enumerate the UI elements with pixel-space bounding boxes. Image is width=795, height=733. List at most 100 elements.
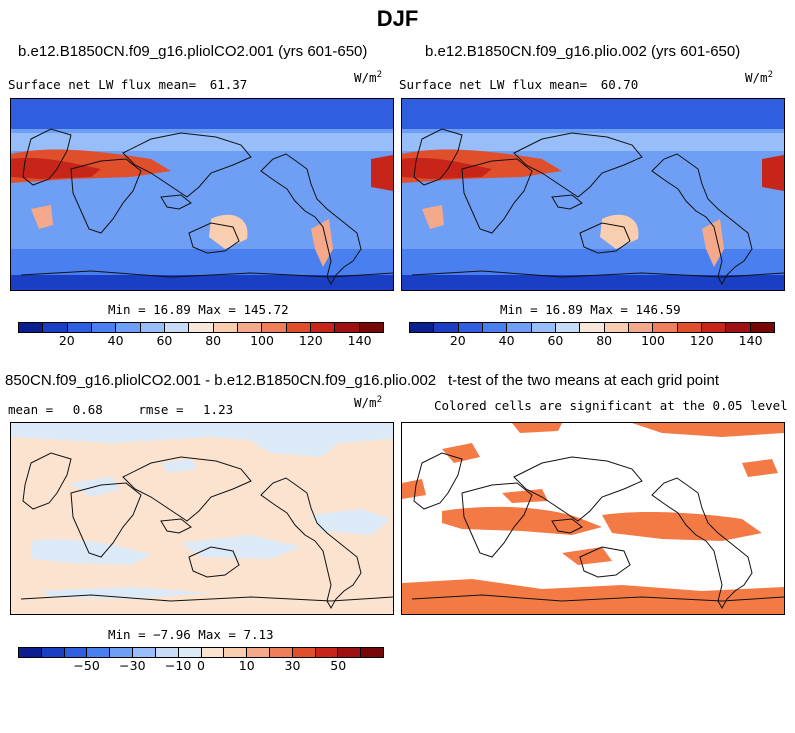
colorbar-tick-label: 10 bbox=[238, 658, 255, 673]
colorbar-swatch bbox=[315, 648, 339, 657]
colorbar-swatch bbox=[726, 323, 751, 332]
colorbar-swatch bbox=[750, 323, 774, 332]
south-america-field bbox=[702, 219, 724, 267]
coastline bbox=[579, 222, 631, 254]
colorbar-tick-label: −50 bbox=[73, 658, 100, 673]
colorbar-tick-label: 20 bbox=[449, 333, 466, 348]
coastline bbox=[70, 482, 142, 558]
coastline bbox=[413, 128, 463, 186]
coastline bbox=[551, 518, 583, 534]
coastline bbox=[651, 153, 753, 286]
midlat-field bbox=[11, 133, 393, 151]
colorbar-swatch bbox=[262, 323, 287, 332]
colorbar-tick-label: 40 bbox=[498, 333, 515, 348]
coastline bbox=[260, 477, 362, 610]
significant-cells bbox=[562, 547, 612, 565]
panel-b-colorbar-ticks: 20 40 60 80 100 120 140 bbox=[409, 333, 775, 348]
sahara-core-field bbox=[11, 157, 101, 179]
significant-cells bbox=[502, 489, 548, 503]
colorbar-swatch bbox=[269, 648, 293, 657]
panel-d-map-svg bbox=[402, 423, 784, 614]
colorbar-swatch bbox=[361, 648, 383, 657]
colorbar-swatch bbox=[677, 323, 702, 332]
colorbar-swatch bbox=[335, 323, 360, 332]
significant-cells bbox=[442, 506, 602, 535]
coastline bbox=[461, 158, 533, 234]
significant-cells bbox=[402, 579, 784, 614]
antarctic-field bbox=[402, 275, 784, 290]
panel-c-mean-label: mean = bbox=[8, 402, 54, 417]
colorbar-swatch bbox=[310, 323, 336, 332]
colorbar-tick-label: 140 bbox=[738, 333, 763, 348]
panel-a-colorbar: 20 40 60 80 100 120 140 bbox=[18, 322, 384, 348]
arctic-field bbox=[402, 99, 784, 129]
colorbar-swatch bbox=[91, 323, 117, 332]
coastline bbox=[513, 132, 643, 198]
colorbar-swatch bbox=[155, 648, 179, 657]
diff-negative-field bbox=[311, 509, 391, 535]
arctic-field bbox=[11, 99, 393, 129]
east-desert-field bbox=[371, 155, 393, 191]
colorbar-tick-label: 140 bbox=[347, 333, 372, 348]
panel-a-colorbar-ticks: 20 40 60 80 100 120 140 bbox=[18, 333, 384, 348]
significant-cells bbox=[402, 479, 426, 499]
colorbar-swatch bbox=[555, 323, 581, 332]
coastline bbox=[122, 456, 252, 522]
colorbar-swatch bbox=[116, 323, 141, 332]
coastline bbox=[411, 270, 784, 278]
colorbar-tick-label: 30 bbox=[284, 658, 301, 673]
panel-a-units-exp: 2 bbox=[376, 70, 382, 80]
coastline bbox=[579, 546, 631, 578]
colorbar-swatch bbox=[482, 323, 508, 332]
colorbar-swatch bbox=[110, 648, 134, 657]
panel-d-subtitle: Colored cells are significant at the 0.0… bbox=[434, 398, 788, 413]
diff-negative-field bbox=[241, 431, 341, 457]
colorbar-swatch bbox=[580, 323, 605, 332]
diff-negative-field bbox=[31, 539, 151, 565]
colorbar-swatch bbox=[628, 323, 654, 332]
colorbar-swatch bbox=[247, 648, 270, 657]
coastline bbox=[20, 270, 393, 278]
colorbar-swatch bbox=[64, 648, 88, 657]
colorbar-swatch bbox=[178, 648, 202, 657]
colorbar-tick-label: 60 bbox=[156, 333, 173, 348]
colorbar-swatch bbox=[140, 323, 165, 332]
colorbar-swatch bbox=[133, 648, 156, 657]
colorbar-swatch bbox=[164, 323, 190, 332]
coastline bbox=[188, 222, 240, 254]
diff-negative-field bbox=[181, 535, 301, 559]
colorbar-swatch bbox=[87, 648, 111, 657]
panel-a-map bbox=[10, 98, 394, 291]
coastline bbox=[122, 132, 252, 198]
panel-c-map bbox=[10, 422, 394, 615]
colorbar-swatch bbox=[237, 323, 263, 332]
coastline bbox=[260, 153, 362, 286]
colorbar-tick-label: −10 bbox=[164, 658, 192, 673]
colorbar-swatch bbox=[41, 648, 65, 657]
colorbar-swatch bbox=[458, 323, 483, 332]
australia-field bbox=[600, 214, 639, 249]
significant-cells bbox=[442, 443, 480, 463]
panel-b-map-svg bbox=[402, 99, 784, 290]
panel-b-map bbox=[401, 98, 785, 291]
panel-c-colorbar: −50 −30 −10 0 10 30 50 bbox=[18, 647, 384, 673]
colorbar-tick-label: 80 bbox=[596, 333, 613, 348]
colorbar-tick-label: 40 bbox=[107, 333, 124, 348]
panel-a-title: b.e12.B1850CN.f09_g16.pliolCO2.001 (yrs … bbox=[18, 43, 368, 60]
panel-b-title: b.e12.B1850CN.f09_g16.plio.002 (yrs 601-… bbox=[425, 43, 741, 60]
significant-cells bbox=[632, 423, 784, 437]
panel-a-units-base: W/m bbox=[354, 70, 377, 86]
panel-b-stat: Surface net LW flux mean= 60.70 bbox=[399, 77, 638, 92]
coastline bbox=[413, 452, 463, 510]
colorbar-swatch bbox=[201, 648, 225, 657]
colorbar-swatch bbox=[189, 323, 214, 332]
panel-d-title: t-test of the two means at each grid poi… bbox=[448, 372, 719, 389]
coastline bbox=[22, 128, 72, 186]
panel-c-stats: mean = 0.68 rmse = 1.23 bbox=[8, 402, 233, 417]
colorbar-swatch bbox=[292, 648, 316, 657]
coastline bbox=[20, 594, 393, 602]
coastline bbox=[513, 456, 643, 522]
panel-b-units: W/m2 bbox=[745, 70, 773, 85]
colorbar-swatch bbox=[213, 323, 238, 332]
colorbar-tick-label: 80 bbox=[205, 333, 222, 348]
